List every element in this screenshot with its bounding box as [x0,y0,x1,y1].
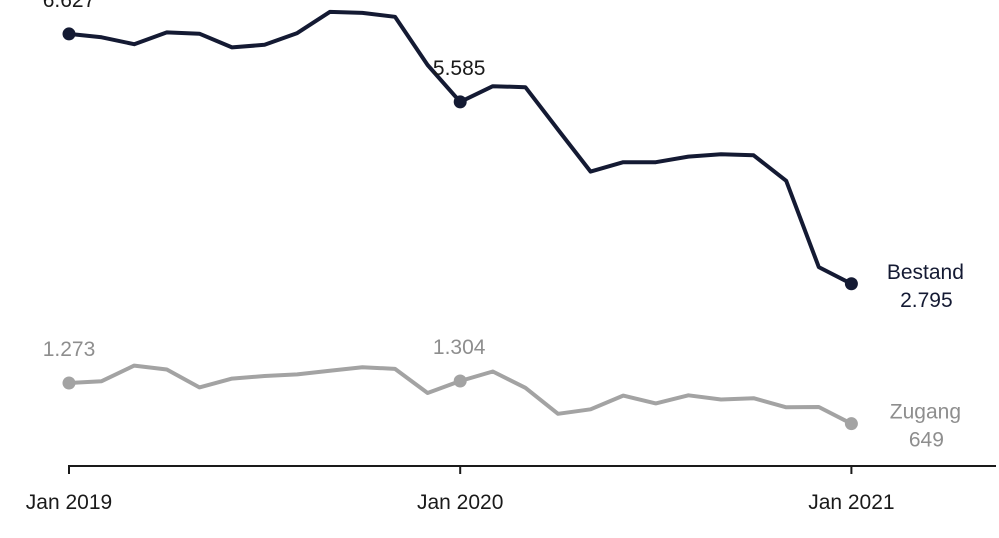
data-point-marker [844,417,858,431]
data-label: 1.304 [433,336,486,359]
x-tick-label: Jan 2019 [26,491,112,514]
series-end-value-label: 649 [909,429,944,452]
data-point-marker [453,374,467,388]
data-label: 1.273 [43,338,96,361]
data-point-marker [62,27,76,41]
x-tick-label: Jan 2020 [417,491,503,514]
data-point-marker [453,95,467,109]
data-label: 5.585 [433,57,486,80]
series-name-label: Zugang [890,401,961,424]
x-axis-ticks: Jan 2019 Jan 2020 Jan 2021 [26,466,895,514]
series-name-label: Bestand [887,261,964,284]
series-line-bestand [67,9,854,286]
series-bestand: 6.627 5.585 Bestand 2.795 [43,0,964,312]
series-zugang: 1.273 1.304 Zugang 649 [43,336,961,452]
series-line-zugang [67,363,854,426]
series-end-value-label: 2.795 [900,289,953,312]
data-point-marker [62,376,76,390]
x-tick-label: Jan 2021 [808,491,894,514]
data-point-marker [844,277,858,291]
data-label: 6.627 [43,0,96,12]
series-layer: 6.627 5.585 Bestand 2.795 1.273 1.304 Zugang 64… [43,0,964,452]
